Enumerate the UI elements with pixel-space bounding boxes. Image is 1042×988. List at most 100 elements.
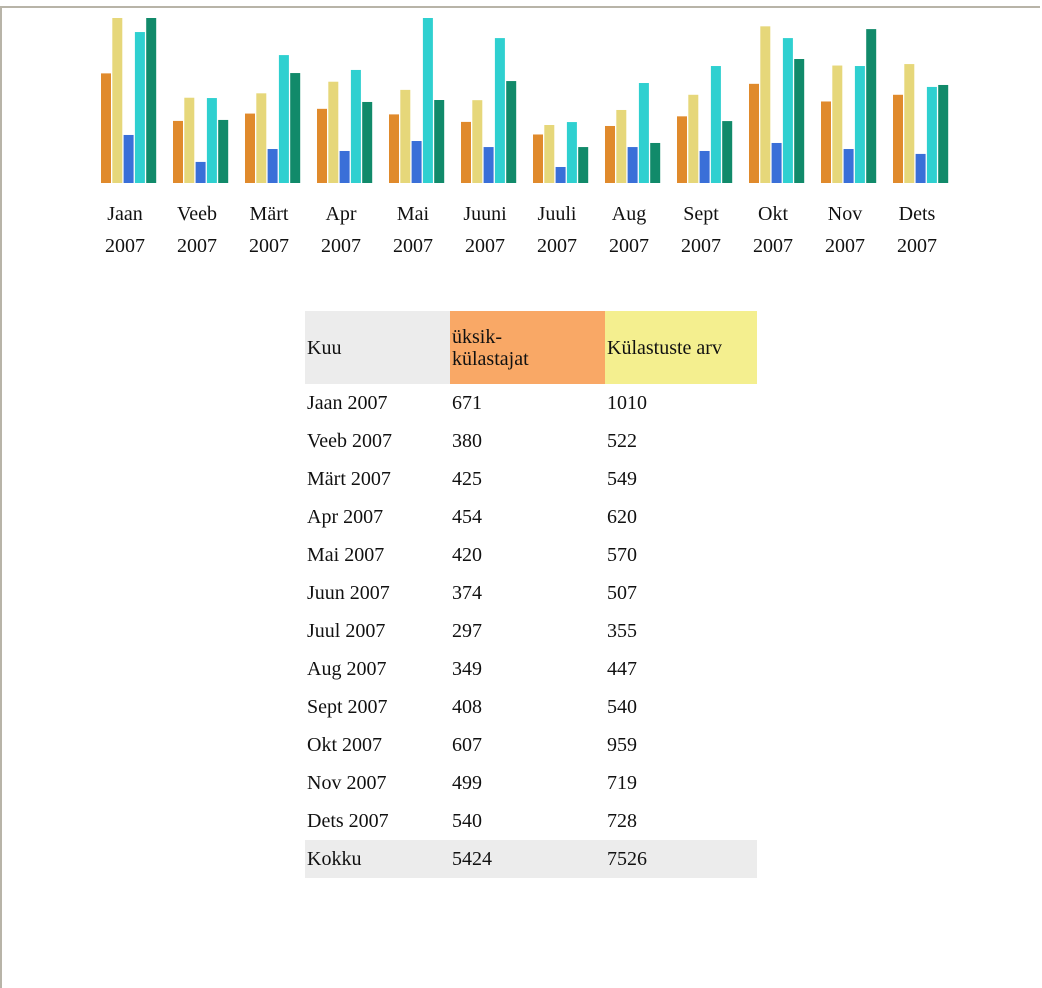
cell: Juun 2007 — [305, 574, 450, 612]
cell-text: 728 — [607, 809, 637, 832]
bar — [184, 97, 195, 183]
bar — [112, 18, 123, 183]
total-row: Kokku 5424 7526 — [305, 840, 757, 878]
cell-text: Kokku — [307, 847, 362, 870]
x-tick-label: Sept 2007 — [681, 203, 721, 257]
x-tick-label: Nov 2007 — [825, 203, 865, 257]
bar — [821, 101, 831, 183]
cell-text: 507 — [607, 581, 637, 604]
bar — [278, 55, 289, 183]
bar — [677, 116, 687, 183]
cell-text: 380 — [452, 429, 482, 452]
bar — [206, 98, 217, 183]
bar — [101, 73, 111, 183]
cell-text: Külastuste arv — [607, 336, 722, 359]
row: Aug 2007 349 447 — [305, 650, 757, 688]
cell: Nov 2007 — [305, 764, 450, 802]
cell: Mai 2007 — [305, 536, 450, 574]
bar — [362, 101, 373, 183]
row: Apr 2007 454 620 — [305, 498, 757, 536]
bar — [461, 121, 471, 183]
bar — [290, 73, 301, 183]
bar — [400, 89, 411, 183]
bar — [627, 147, 638, 183]
cell-text: 425 — [452, 467, 482, 490]
bar — [434, 100, 445, 183]
cell-text: 570 — [607, 543, 637, 566]
cell: 355 — [605, 612, 757, 650]
cell-text: Dets 2007 — [307, 809, 389, 832]
cell-text: Kuu — [307, 336, 342, 359]
cell-text: 499 — [452, 771, 482, 794]
cell-text: 522 — [607, 429, 637, 452]
bar — [749, 83, 759, 183]
cell: 1010 — [605, 384, 757, 422]
cell: 447 — [605, 650, 757, 688]
cell: 408 — [450, 688, 605, 726]
bar — [843, 149, 854, 183]
x-tick-label: Juuli 2007 — [537, 203, 577, 257]
cell: 671 — [450, 384, 605, 422]
cell-text: 297 — [452, 619, 482, 642]
cell: 959 — [605, 726, 757, 764]
cell-text: Sept 2007 — [307, 695, 388, 718]
cell-text: 447 — [607, 657, 637, 680]
bar — [794, 59, 805, 183]
bar — [760, 26, 771, 184]
bar — [616, 109, 627, 183]
cell-text: 540 — [452, 809, 482, 832]
x-tick-label: Mai 2007 — [393, 203, 433, 257]
bar — [650, 142, 661, 183]
cell: Märt 2007 — [305, 460, 450, 498]
bar — [350, 69, 361, 183]
cell-text: 959 — [607, 733, 637, 756]
cell: Sept 2007 — [305, 688, 450, 726]
cell-text: 620 — [607, 505, 637, 528]
cell: 454 — [450, 498, 605, 536]
bar — [389, 114, 399, 183]
row: Märt 2007 425 549 — [305, 460, 757, 498]
cell: 570 — [605, 536, 757, 574]
bar — [494, 38, 505, 184]
cell: Dets 2007 — [305, 802, 450, 840]
bar — [566, 122, 577, 183]
bar — [938, 84, 949, 183]
cell: Kuu — [305, 311, 450, 384]
bar — [915, 153, 926, 183]
bar — [605, 125, 615, 183]
cell: 620 — [605, 498, 757, 536]
cell: Okt 2007 — [305, 726, 450, 764]
x-tick-label: Märt 2007 — [249, 203, 289, 257]
bar — [422, 18, 433, 183]
cell-text: Jaan 2007 — [307, 391, 388, 414]
cell: Veeb 2007 — [305, 422, 450, 460]
cell-text: 607 — [452, 733, 482, 756]
bar — [317, 108, 327, 183]
cell: 380 — [450, 422, 605, 460]
cell-text: Mai 2007 — [307, 543, 385, 566]
cell-text: Okt 2007 — [307, 733, 382, 756]
cell-text: Juul 2007 — [307, 619, 386, 642]
cell-text: 374 — [452, 581, 482, 604]
cell: 728 — [605, 802, 757, 840]
table: Kuu üksik-külastajat Külastuste arv Jaan 20… — [305, 311, 757, 878]
bar — [832, 65, 843, 183]
cell-text: 355 — [607, 619, 637, 642]
cell-text: 420 — [452, 543, 482, 566]
row: Jaan 2007 671 1010 — [305, 384, 757, 422]
bar — [146, 18, 157, 183]
bar — [904, 64, 915, 183]
cell: 540 — [450, 802, 605, 840]
cell: 499 — [450, 764, 605, 802]
x-tick-label: Dets 2007 — [897, 203, 937, 257]
cell-text: 671 — [452, 391, 482, 414]
bar — [483, 147, 494, 183]
cell: Juul 2007 — [305, 612, 450, 650]
frame — [0, 6, 1040, 988]
cell-text: 349 — [452, 657, 482, 680]
x-tick-label: Aug 2007 — [609, 203, 649, 257]
cell: 540 — [605, 688, 757, 726]
x-tick-label: Veeb 2007 — [177, 203, 217, 257]
cell-text: 719 — [607, 771, 637, 794]
